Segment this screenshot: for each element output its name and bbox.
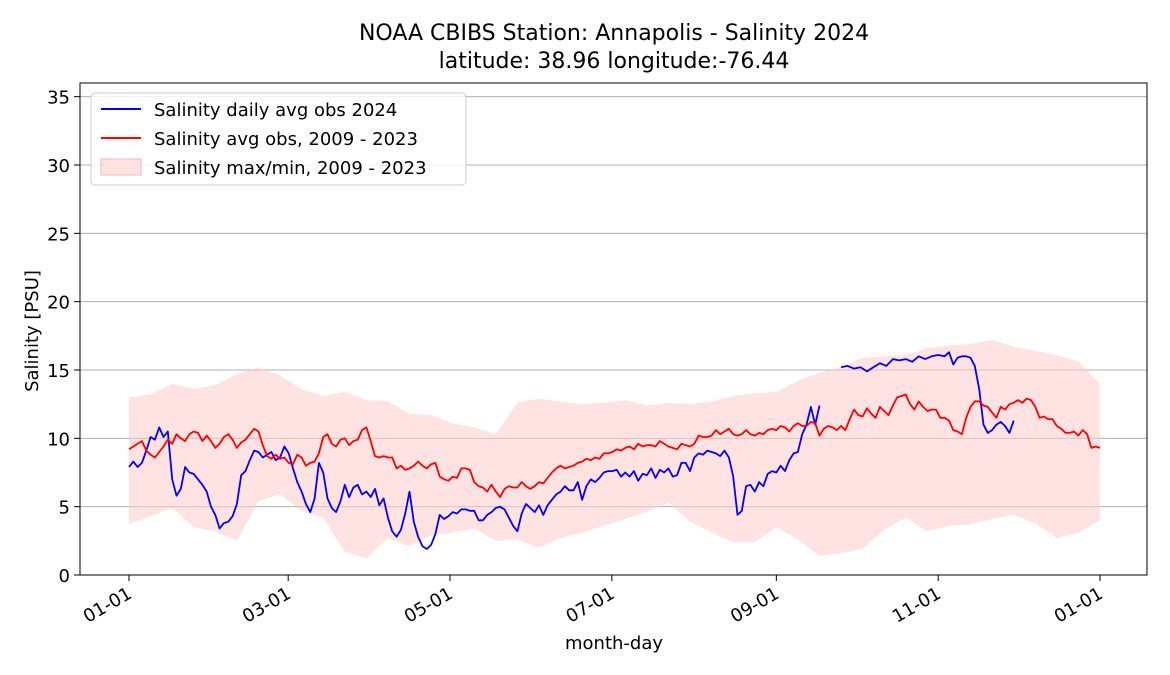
legend-label: Salinity avg obs, 2009 - 2023 [154, 129, 418, 150]
legend-box [90, 92, 467, 186]
x-axis-title: month-day [565, 633, 663, 654]
series-line-1 [128, 351, 1015, 550]
y-tick-label: 15 [47, 361, 70, 382]
y-tick-label: 10 [47, 429, 70, 450]
chart-title: NOAA CBIBS Station: Annapolis - Salinity… [359, 21, 869, 46]
band-area [129, 339, 1100, 559]
axes-frame [79, 82, 1148, 576]
series-line-2 [128, 393, 1101, 498]
legend-swatch-band [100, 158, 142, 176]
legend-label: Salinity max/min, 2009 - 2023 [154, 158, 427, 179]
y-tick-label: 35 [47, 88, 70, 109]
chart-subtitle: latitude: 38.96 longitude:-76.44 [439, 49, 790, 74]
y-tick-label: 5 [59, 498, 70, 519]
y-axis-title: Salinity [PSU] [22, 270, 43, 392]
y-tick-label: 30 [47, 156, 70, 177]
y-tick-label: 25 [47, 224, 70, 245]
y-tick-label: 20 [47, 293, 70, 314]
y-tick-label: 0 [59, 566, 70, 587]
legend-label: Salinity daily avg obs 2024 [154, 100, 397, 121]
